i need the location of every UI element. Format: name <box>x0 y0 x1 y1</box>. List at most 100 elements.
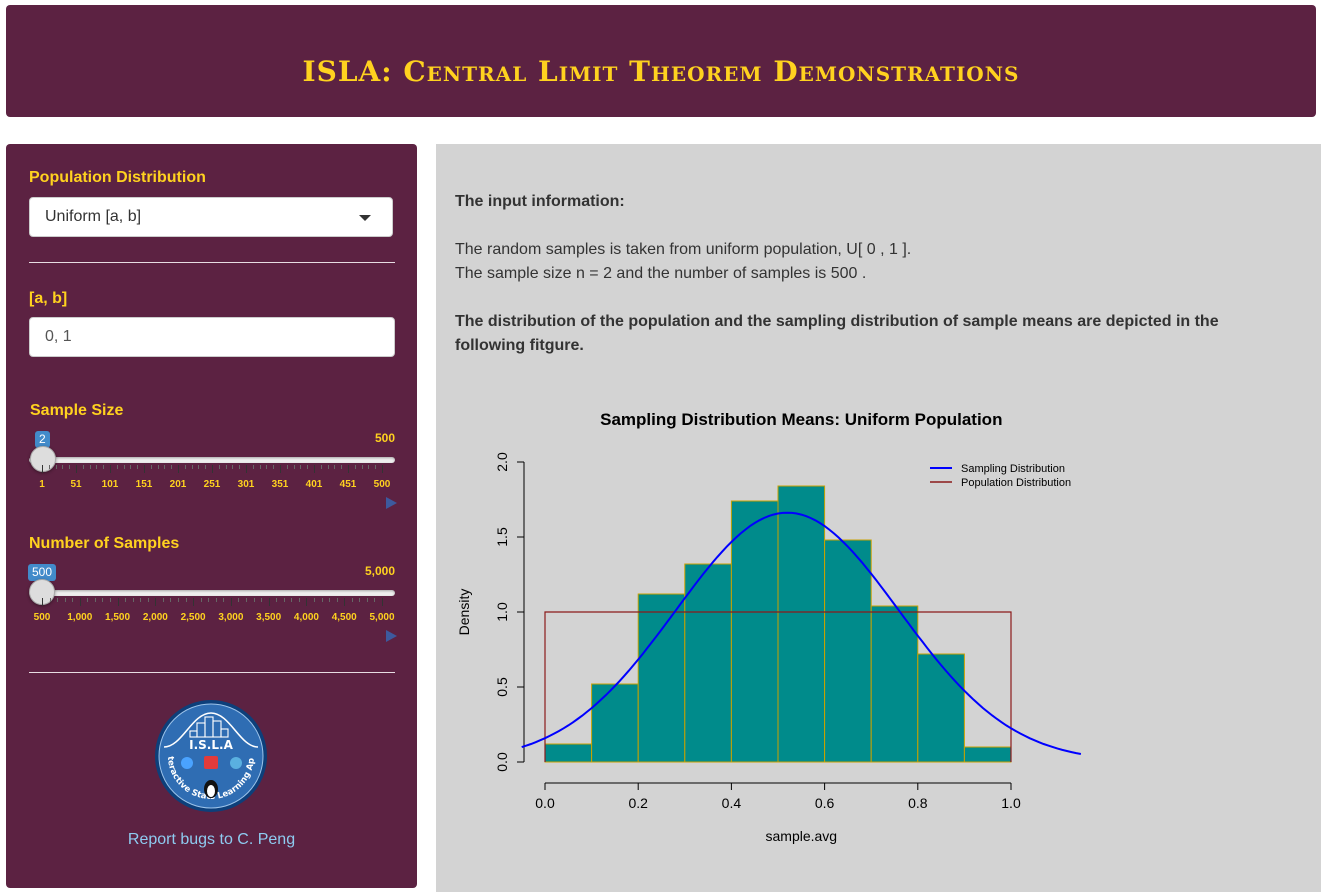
divider <box>29 262 395 263</box>
ab-input[interactable]: 0, 1 <box>29 317 395 357</box>
slider-minor-tick <box>259 465 261 469</box>
play-icon[interactable] <box>386 630 397 642</box>
slider-minor-tick <box>286 465 288 469</box>
play-icon[interactable] <box>386 497 397 509</box>
slider-tick-label: 251 <box>203 479 221 490</box>
slider-major-tick <box>79 598 81 606</box>
num-samples-label: Number of Samples <box>29 535 180 552</box>
slider-minor-tick <box>366 598 368 602</box>
slider-minor-tick <box>103 465 105 469</box>
slider-major-tick <box>306 598 308 606</box>
slider-minor-tick <box>137 465 139 469</box>
sidebar-panel: Population Distribution Uniform [a, b] [… <box>6 144 417 888</box>
slider-minor-tick <box>314 598 315 602</box>
app-title: ISLA: Central Limit Theorem Demonstratio… <box>302 55 1020 88</box>
slider-major-tick <box>268 598 270 606</box>
slider-minor-tick <box>49 598 51 602</box>
slider-minor-tick <box>96 465 98 469</box>
y-tick-label: 0.0 <box>494 752 510 772</box>
x-tick-label: 0.2 <box>628 795 648 811</box>
x-axis-label: sample.avg <box>766 828 838 844</box>
slider-minor-tick <box>374 598 376 602</box>
slider-minor-tick <box>300 465 302 469</box>
sampling-distribution-curve <box>521 511 1082 755</box>
slider-minor-tick <box>62 465 64 469</box>
histogram-bar <box>591 683 639 763</box>
x-tick-label: 1.0 <box>1001 795 1021 811</box>
slider-minor-tick <box>327 465 329 469</box>
histogram-bar <box>777 485 826 763</box>
slider-tick-label: 5,000 <box>369 612 395 623</box>
slider-minor-tick <box>273 465 275 469</box>
slider-minor-tick <box>215 598 217 602</box>
slider-minor-tick <box>321 598 323 602</box>
slider-minor-tick <box>232 465 234 469</box>
slider-major-tick <box>280 465 281 473</box>
slider-tick-label: 451 <box>339 479 357 490</box>
report-bugs-link[interactable]: Report bugs to C. Peng <box>127 831 296 848</box>
slider-minor-tick <box>253 598 255 602</box>
slider-ticks <box>29 465 395 475</box>
slider-minor-tick <box>55 465 57 469</box>
slider-minor-tick <box>361 465 363 469</box>
slider-major-tick <box>230 598 232 606</box>
slider-major-tick <box>212 465 213 473</box>
slider-minor-tick <box>200 598 202 602</box>
slider-minor-tick <box>110 598 111 602</box>
slider-minor-tick <box>130 465 132 469</box>
slider-minor-tick <box>354 465 356 469</box>
slider-ticks <box>29 598 395 608</box>
slider-minor-tick <box>132 598 134 602</box>
histogram-bar <box>544 743 593 763</box>
app-header: ISLA: Central Limit Theorem Demonstratio… <box>6 5 1316 117</box>
stats-icon <box>204 756 218 769</box>
slider-minor-tick <box>64 598 66 602</box>
slider-minor-tick <box>341 465 343 469</box>
input-info-heading: The input information: <box>455 193 625 210</box>
sample-size-slider[interactable]: 2 500 1 51 101 151 201 251 301 351 401 451 500 <box>29 431 397 521</box>
slider-minor-tick <box>307 465 309 469</box>
chart-icon <box>230 757 242 769</box>
population-distribution-select[interactable]: Uniform [a, b] <box>29 197 393 237</box>
slider-minor-tick <box>225 465 227 469</box>
slider-major-tick <box>144 465 145 473</box>
slider-tick-label: 151 <box>135 479 153 490</box>
x-tick-label: 0.6 <box>815 795 835 811</box>
histogram-bar <box>684 563 732 763</box>
slider-minor-tick <box>205 465 207 469</box>
isla-logo: I.S.L.A Interactive Stats Learning Apps <box>154 699 267 812</box>
slider-minor-tick <box>164 465 166 469</box>
slider-major-tick <box>42 598 43 606</box>
slider-tick-label: 500 <box>33 612 51 623</box>
histogram-bar <box>963 746 1012 763</box>
slider-minor-tick <box>102 598 104 602</box>
legend-label: Population Distribution <box>961 477 1071 489</box>
chart-title: Sampling Distribution Means: Uniform Pop… <box>600 410 1002 429</box>
slider-major-tick <box>178 465 179 473</box>
population-selected-value: Uniform [a, b] <box>45 208 142 225</box>
histogram-bar <box>870 605 919 763</box>
slider-minor-tick <box>48 465 50 469</box>
slider-minor-tick <box>89 465 91 469</box>
slider-major-tick <box>193 598 195 606</box>
slider-minor-tick <box>150 465 152 469</box>
num-samples-slider[interactable]: 500 5,000 500 1,000 1,500 2,000 2,500 3,000 3,… <box>28 564 397 654</box>
slider-tick-label: 4,500 <box>331 612 357 623</box>
slider-tick-label: 351 <box>271 479 289 490</box>
slider-minor-tick <box>375 465 377 469</box>
slider-minor-tick <box>239 465 241 469</box>
slider-track[interactable] <box>29 590 395 596</box>
slider-major-tick <box>42 465 43 473</box>
slider-major-tick <box>117 598 119 606</box>
main-panel: The input information: The random sample… <box>436 144 1321 892</box>
slider-minor-tick <box>170 598 172 602</box>
slider-major-tick <box>76 465 77 473</box>
sample-size-max: 500 <box>374 431 395 445</box>
slider-track[interactable] <box>29 457 395 463</box>
slider-minor-tick <box>293 465 295 469</box>
slider-minor-tick <box>336 598 338 602</box>
slider-minor-tick <box>276 598 278 602</box>
slider-minor-tick <box>178 598 179 602</box>
slider-tick-label: 2,000 <box>142 612 168 623</box>
slider-minor-tick <box>359 598 361 602</box>
